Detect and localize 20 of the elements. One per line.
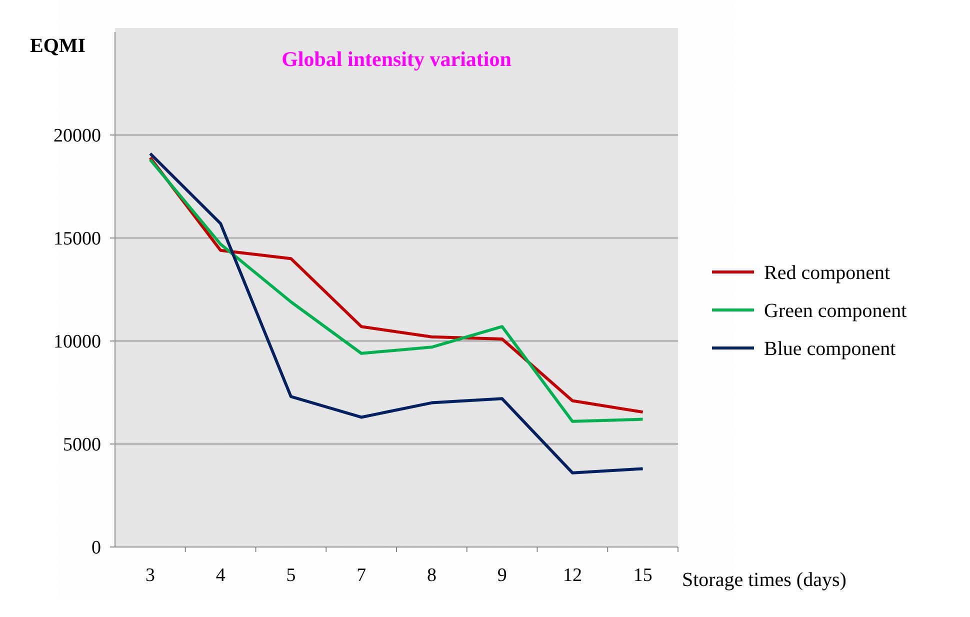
x-tick-label: 7 bbox=[356, 565, 366, 586]
x-tick-label: 5 bbox=[286, 565, 296, 586]
y-tick-label: 20000 bbox=[54, 126, 101, 147]
y-tick-label: 15000 bbox=[54, 228, 101, 250]
y-tick-label: 10000 bbox=[54, 332, 101, 353]
x-tick-label: 4 bbox=[216, 565, 226, 586]
line-series bbox=[148, 152, 644, 474]
x-tick-label: 8 bbox=[426, 565, 436, 586]
legend-label: Green component bbox=[764, 300, 908, 322]
text: Global intensity variation bbox=[282, 47, 512, 71]
x-tick-label: 15 bbox=[633, 565, 652, 586]
x-tick-label: 9 bbox=[497, 565, 507, 586]
x-axis-title: Storage times (days) bbox=[682, 569, 846, 591]
legend-label: Red component bbox=[764, 262, 891, 284]
y-axis-title: EQMI bbox=[30, 35, 86, 57]
y-tick-label: 0 bbox=[92, 538, 101, 559]
x-tick-label: 12 bbox=[562, 565, 582, 586]
legend-label: Blue component bbox=[764, 338, 896, 360]
x-tick-label: 3 bbox=[145, 565, 155, 586]
y-tick-label: 5000 bbox=[63, 434, 101, 456]
